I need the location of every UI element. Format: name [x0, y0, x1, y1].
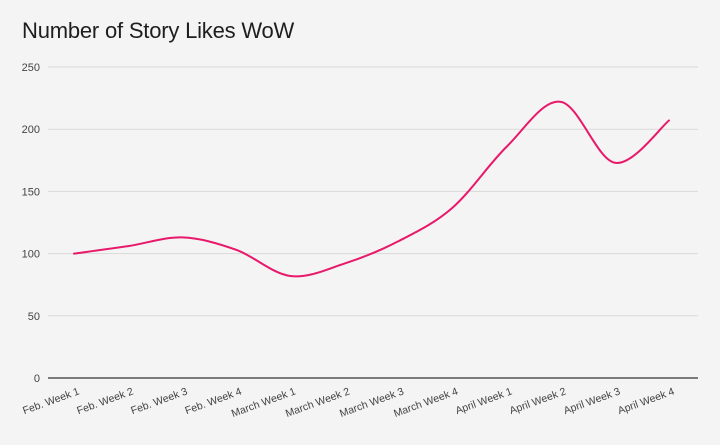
chart-title: Number of Story Likes WoW — [22, 18, 295, 43]
data-point — [450, 205, 456, 211]
data-point — [558, 99, 564, 105]
data-point — [287, 273, 293, 279]
data-point — [504, 144, 510, 150]
data-point — [612, 160, 618, 166]
data-point — [179, 234, 185, 240]
x-tick-label: Feb. Week 2 — [75, 385, 135, 417]
y-axis-ticks: 0 50 100 150 200 250 — [22, 62, 40, 385]
x-tick-label: April Week 4 — [616, 385, 676, 417]
y-tick-label: 200 — [22, 124, 40, 136]
data-point — [233, 247, 239, 253]
data-point — [71, 251, 77, 257]
x-tick-label: Feb. Week 3 — [129, 385, 189, 417]
gridlines — [48, 66, 698, 379]
x-tick-label: April Week 2 — [508, 385, 568, 417]
series-line — [73, 100, 670, 278]
data-point — [341, 261, 347, 267]
y-tick-label: 0 — [34, 373, 40, 385]
y-tick-label: 150 — [22, 186, 40, 198]
x-tick-label: April Week 1 — [454, 385, 514, 417]
data-point — [666, 117, 672, 123]
y-tick-label: 50 — [28, 311, 40, 323]
x-tick-label: April Week 3 — [562, 385, 622, 417]
x-tick-label: Feb. Week 1 — [21, 385, 81, 417]
data-point — [125, 243, 131, 249]
series-layer — [71, 99, 672, 279]
y-tick-label: 250 — [22, 62, 40, 74]
data-point — [396, 238, 402, 244]
y-tick-label: 100 — [22, 249, 40, 261]
